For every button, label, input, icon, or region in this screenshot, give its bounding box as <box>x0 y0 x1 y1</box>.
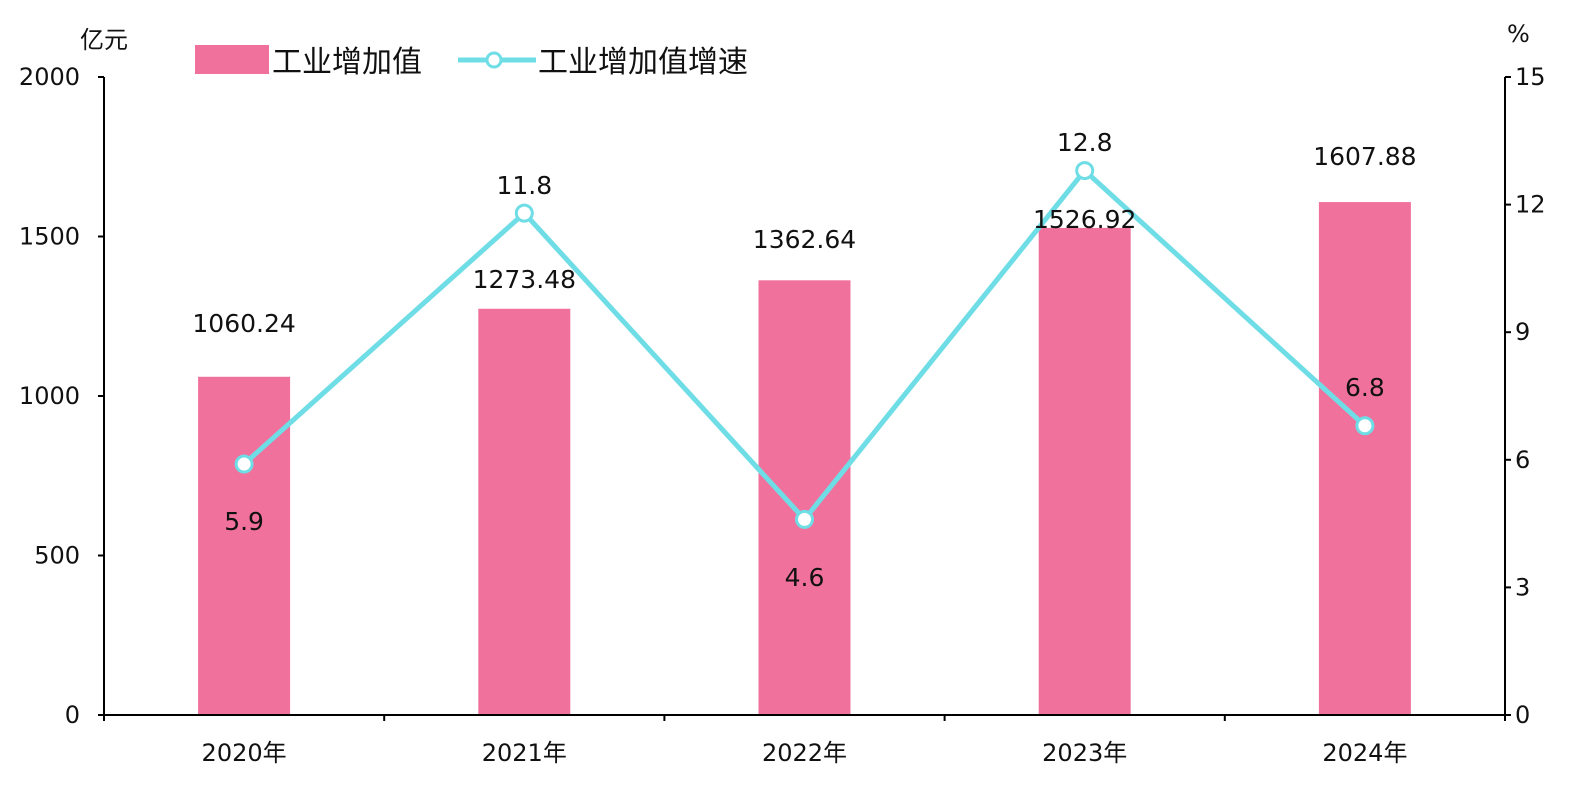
bar-value-label: 1607.88 <box>1313 142 1416 171</box>
right-axis-tick-label: 3 <box>1515 573 1530 601</box>
legend-bar-label: 工业增加值 <box>272 45 422 80</box>
growth-value-label: 4.6 <box>785 563 825 592</box>
left-axis-tick-label: 2000 <box>19 63 80 91</box>
bar-value-label: 1273.48 <box>473 265 576 294</box>
left-axis-tick-label: 500 <box>34 542 80 570</box>
bar-value-label: 1362.64 <box>753 225 856 254</box>
x-axis: 2020年 2021年 2022年 2023年 2024年 <box>103 714 1506 767</box>
left-axis-tick-label: 1500 <box>19 223 80 251</box>
bar <box>478 308 571 715</box>
data-labels: 1060.24 1273.48 1362.64 1526.92 1607.88 5.9 11… <box>192 128 1416 592</box>
legend-line-marker <box>485 51 503 69</box>
bar-value-label: 1060.24 <box>192 309 295 338</box>
growth-value-label: 12.8 <box>1057 128 1113 157</box>
right-axis: 0 3 6 9 12 15 <box>1504 63 1546 729</box>
bar <box>758 280 851 715</box>
bar <box>1038 227 1131 715</box>
bar <box>198 376 291 715</box>
growth-value-label: 5.9 <box>224 507 264 536</box>
right-axis-tick-label: 15 <box>1515 63 1546 91</box>
growth-point <box>795 509 814 529</box>
left-axis-tick-label: 0 <box>65 701 80 729</box>
growth-point <box>1355 416 1375 436</box>
x-axis-tick-label: 2022年 <box>762 739 847 767</box>
x-axis-tick-label: 2024年 <box>1322 739 1407 767</box>
growth-value-label: 11.8 <box>496 171 552 200</box>
bar-series <box>198 202 1411 715</box>
legend-line-label: 工业增加值增速 <box>538 45 748 80</box>
right-axis-tick-label: 0 <box>1515 701 1530 729</box>
bar <box>1318 202 1411 715</box>
growth-point <box>1075 161 1095 181</box>
bar-value-label: 1526.92 <box>1033 205 1136 234</box>
right-axis-unit: % <box>1507 20 1530 48</box>
left-axis: 0 500 1000 1500 2000 <box>19 63 105 729</box>
legend-bar-swatch <box>195 45 269 74</box>
x-axis-tick-label: 2021年 <box>482 739 567 767</box>
right-axis-tick-label: 12 <box>1515 191 1546 219</box>
x-axis-tick-label: 2020年 <box>202 739 287 767</box>
growth-point <box>234 454 254 474</box>
x-axis-tick-label: 2023年 <box>1042 739 1127 767</box>
legend: 工业增加值 工业增加值增速 <box>195 45 748 80</box>
right-axis-tick-label: 6 <box>1515 446 1530 474</box>
right-axis-tick-label: 9 <box>1515 318 1530 346</box>
left-axis-tick-label: 1000 <box>19 382 80 410</box>
growth-value-label: 6.8 <box>1345 373 1385 402</box>
line-series <box>234 161 1375 529</box>
growth-point <box>514 203 534 223</box>
left-axis-unit: 亿元 <box>80 26 128 54</box>
